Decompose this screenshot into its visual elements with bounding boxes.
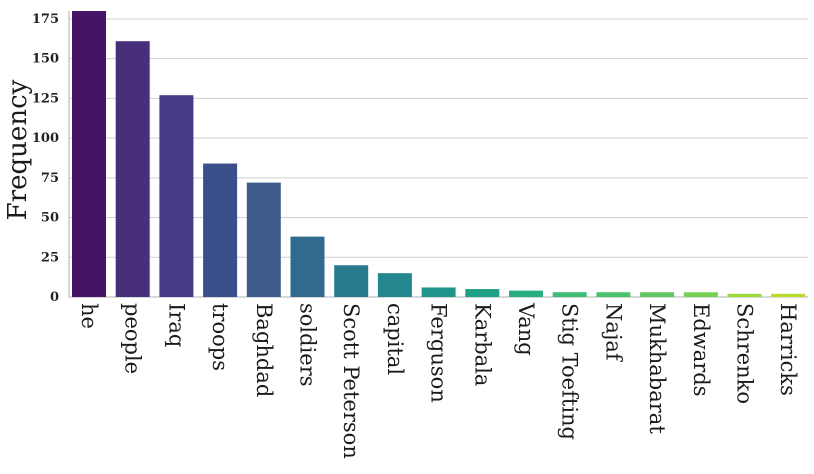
x-tick-label-baghdad: Baghdad: [252, 303, 276, 397]
bar-capital: [377, 273, 412, 297]
bar-ferguson: [421, 287, 456, 297]
x-tick-label-troops: troops: [208, 303, 232, 371]
x-tick-label-capital: capital: [383, 303, 407, 375]
bar-people: [115, 41, 150, 297]
bar-troops: [203, 163, 238, 297]
x-tick-label-scott-peterson: Scott Peterson: [339, 303, 363, 459]
y-tick-label-25: 25: [41, 250, 59, 265]
y-tick-label-100: 100: [32, 131, 59, 146]
x-tick-label-karbala: Karbala: [470, 303, 494, 386]
x-tick-label-soldiers: soldiers: [296, 303, 320, 387]
y-tick-label-125: 125: [32, 91, 59, 106]
y-tick-label-50: 50: [41, 211, 59, 226]
bars: [72, 11, 806, 297]
bar-edwards: [683, 292, 718, 297]
x-tick-labels: he people Iraq troops Baghdad soldiers Scott P…: [77, 302, 800, 459]
bar-mukhabarat: [640, 292, 675, 297]
y-tick-label-0: 0: [50, 290, 59, 305]
x-tick-label-he: he: [77, 303, 101, 329]
y-tick-label-175: 175: [32, 12, 59, 27]
y-tick-label-150: 150: [32, 52, 59, 67]
bar-baghdad: [246, 182, 281, 297]
bar-najaf: [596, 292, 631, 297]
y-tick-label-75: 75: [41, 171, 59, 186]
x-tick-label-vang: Vang: [514, 302, 538, 356]
x-tick-label-mukhabarat: Mukhabarat: [645, 303, 669, 434]
bar-harricks: [771, 293, 806, 297]
x-tick-label-people: people: [121, 303, 145, 374]
bar-he: [72, 11, 106, 297]
x-tick-label-stig-toefting: Stig Toefting: [558, 303, 582, 440]
bar-schrenko: [727, 293, 762, 297]
y-tick-labels: 0 25 50 75 100 125 150 175: [32, 12, 59, 305]
bar-vang: [509, 290, 543, 297]
bar-iraq: [159, 95, 194, 297]
x-tick-label-najaf: Najaf: [601, 303, 625, 363]
x-tick-label-harricks: Harricks: [776, 303, 800, 396]
y-axis-title: Frequency: [3, 79, 33, 220]
x-tick-label-ferguson: Ferguson: [427, 303, 451, 403]
bar-karbala: [465, 289, 500, 297]
x-tick-label-edwards: Edwards: [689, 303, 713, 397]
bar-scott-peterson: [334, 265, 369, 297]
bar-stig-toefting: [552, 292, 587, 297]
x-tick-label-schrenko: Schrenko: [733, 303, 757, 404]
bar-soldiers: [290, 236, 325, 297]
x-tick-label-iraq: Iraq: [164, 303, 188, 347]
